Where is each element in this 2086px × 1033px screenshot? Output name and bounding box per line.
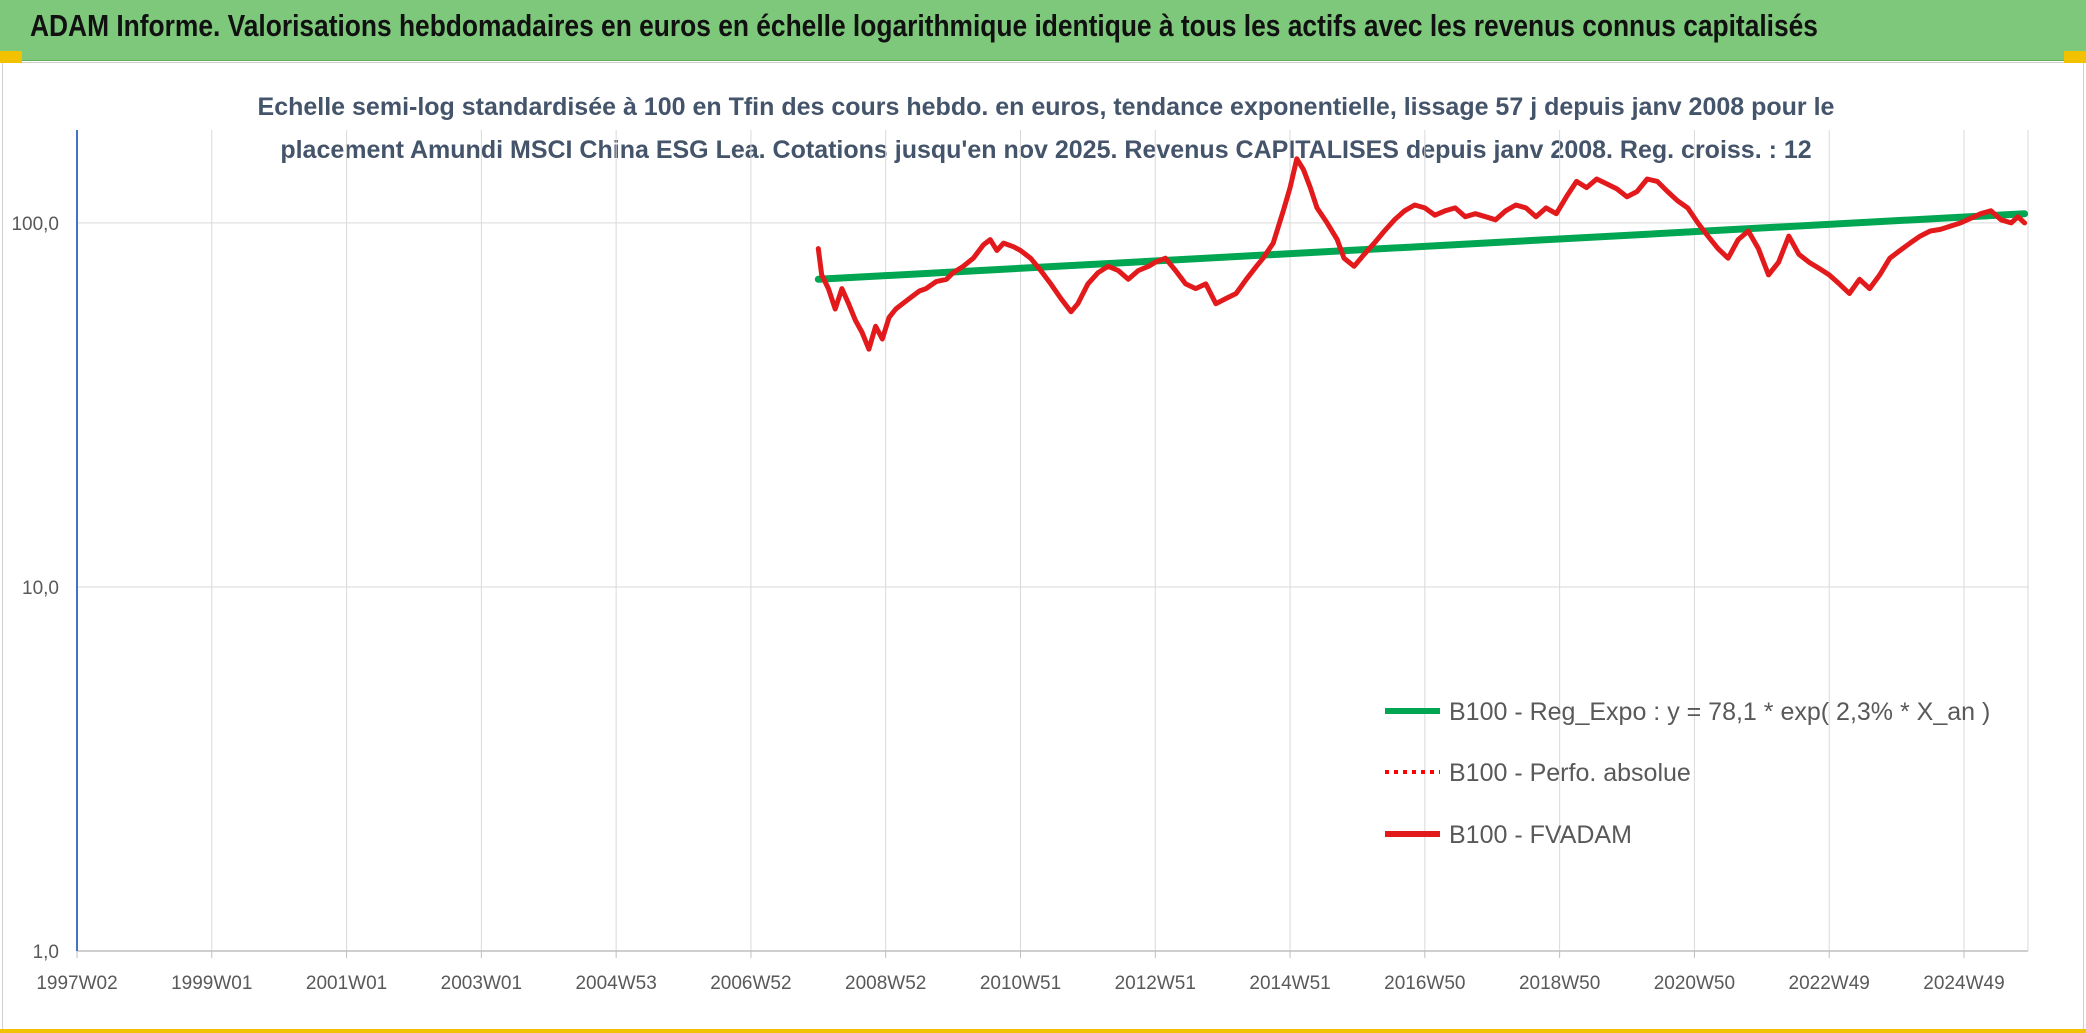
chart-subtitle-line-1: Echelle semi-log standardisée à 100 en T… (258, 93, 1835, 121)
series-group (814, 156, 2029, 352)
x-tick-label: 2006W52 (710, 973, 791, 994)
report-title: ADAM Informe. Valorisations hebdomadaire… (30, 8, 1818, 43)
x-tick-label: 2020W50 (1654, 973, 1735, 994)
x-tick-label: 2003W01 (441, 973, 522, 994)
corner-accent-right (2064, 51, 2086, 63)
x-tick-label: 2016W50 (1384, 973, 1465, 994)
legend-label: B100 - FVADAM (1449, 821, 1632, 849)
axes: 100,0 10,0 1,0 1997W02 1999W01 2001W01 2003W01… (11, 130, 2028, 994)
series-line-fvadam (815, 156, 2028, 352)
legend: B100 - Reg_Expo : y = 78,1 * exp( 2,3% *… (1385, 698, 1990, 849)
corner-accent-left (0, 51, 22, 63)
legend-label: B100 - Perfo. absolue (1449, 759, 1691, 787)
x-tick-label: 2014W51 (1249, 973, 1330, 994)
x-tick-label: 1999W01 (171, 973, 252, 994)
y-tick-label: 10,0 (22, 578, 59, 599)
chart-subtitle-line-2: placement Amundi MSCI China ESG Lea. Cot… (280, 136, 1811, 164)
grid-lines (76, 130, 2029, 951)
legend-label: B100 - Reg_Expo : y = 78,1 * exp( 2,3% *… (1449, 698, 1990, 726)
title-banner: ADAM Informe. Valorisations hebdomadaire… (0, 0, 2086, 61)
x-tick-label: 2010W51 (980, 973, 1061, 994)
x-tick-label: 2018W50 (1519, 973, 1600, 994)
y-tick-label: 1,0 (33, 942, 59, 963)
x-tick-label: 1997W02 (36, 973, 117, 994)
y-tick-label: 100,0 (11, 214, 59, 235)
x-tick-label: 2012W51 (1115, 973, 1196, 994)
x-tick-label: 2024W49 (1923, 973, 2004, 994)
x-tick-label: 2004W53 (575, 973, 656, 994)
bottom-accent-strip (0, 1029, 2086, 1033)
x-tick-label: 2022W49 (1789, 973, 1870, 994)
x-tick-label: 2008W52 (845, 973, 926, 994)
series-line-reg-expo (814, 210, 2029, 283)
x-tick-label: 2001W01 (306, 973, 387, 994)
chart-frame (2, 62, 2084, 1033)
